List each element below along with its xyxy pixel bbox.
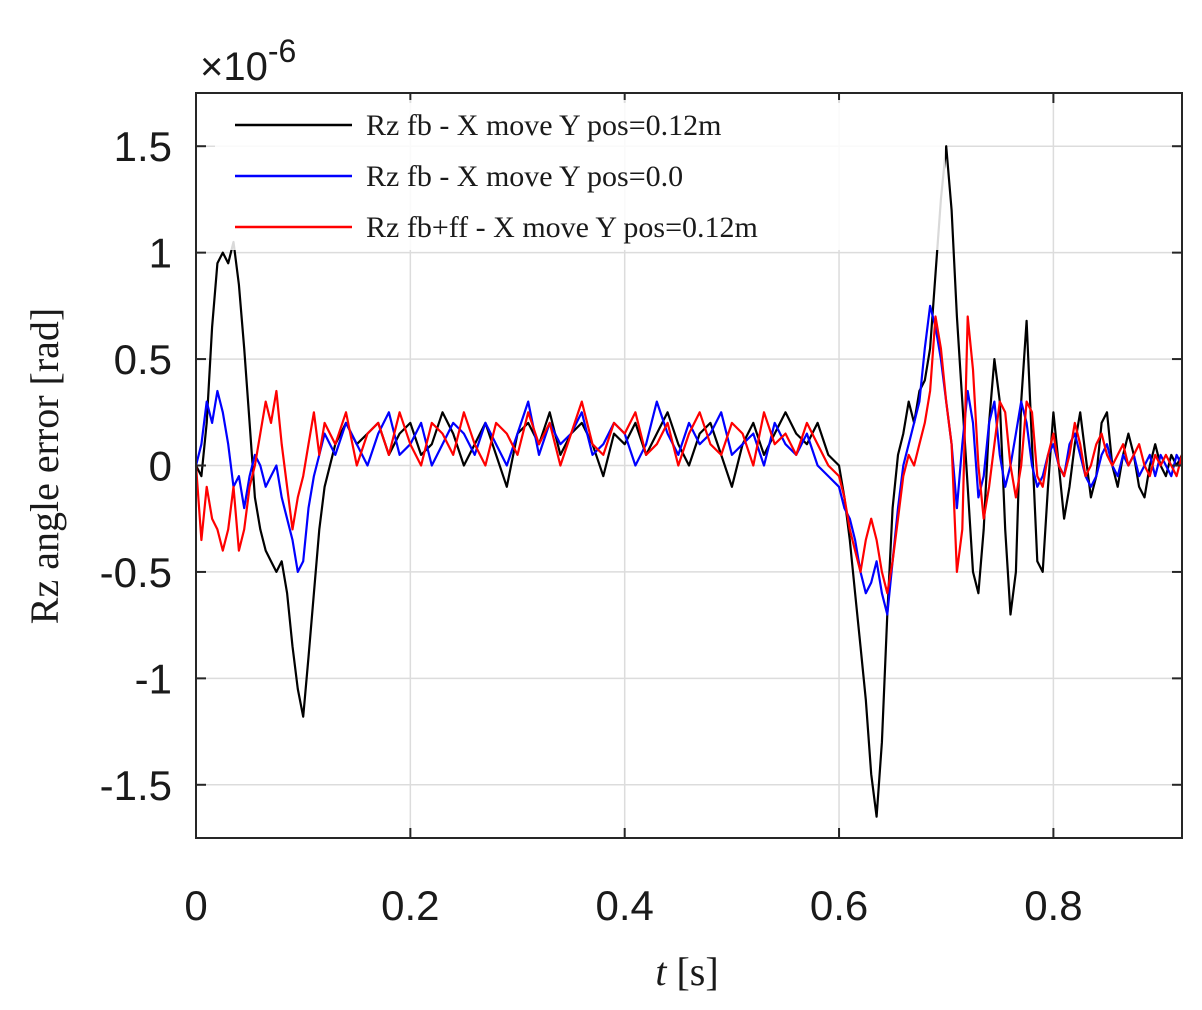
legend: Rz fb - X move Y pos=0.12m Rz fb - X mov…: [215, 100, 945, 250]
y-tick-label: 0: [149, 443, 172, 490]
y-tick-label: 1.5: [114, 123, 172, 170]
legend-label-series-3: Rz fb+ff - X move Y pos=0.12m: [366, 211, 758, 244]
y-axis-label: Rz angle error [rad]: [22, 308, 67, 624]
x-tick-label: 0: [184, 882, 207, 929]
x-axis-label: t [s]: [655, 949, 718, 994]
legend-label-series-1: Rz fb - X move Y pos=0.12m: [366, 109, 722, 142]
y-tick-label: 0.5: [114, 336, 172, 383]
y-exponent-times: ×10: [200, 45, 268, 89]
y-tick-label: -0.5: [100, 549, 172, 596]
series-line-1: [195, 145, 1183, 818]
x-tick-label: 0.4: [596, 882, 654, 929]
series-line-3: [194, 315, 1184, 595]
y-tick-label: 1: [149, 230, 172, 277]
x-tick-label: 0.2: [381, 882, 439, 929]
y-exponent-power: -6: [268, 33, 296, 69]
ticks: [195, 93, 1182, 838]
legend-label-series-2: Rz fb - X move Y pos=0.0: [366, 160, 683, 193]
y-exponent-label: ×10-6: [200, 33, 296, 89]
y-tick-label: -1: [135, 655, 172, 702]
x-tick-label: 0.8: [1024, 882, 1082, 929]
x-tick-label: 0.6: [810, 882, 868, 929]
series-lines: [194, 145, 1184, 818]
tick-labels: 0 0.2 0.4 0.6 0.8 1.5 1 0.5 0 -0.5 -1 -1.5: [100, 123, 1083, 929]
y-tick-label: -1.5: [100, 762, 172, 809]
